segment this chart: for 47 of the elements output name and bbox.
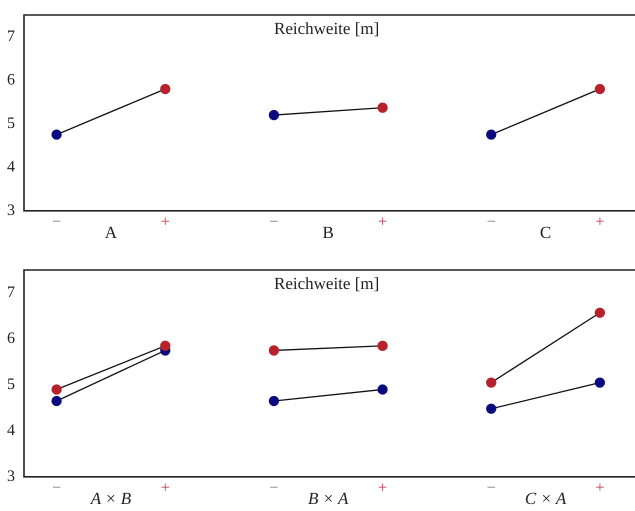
x-tick-label: + bbox=[160, 480, 170, 497]
point bbox=[486, 404, 496, 414]
text: B × A bbox=[308, 488, 350, 508]
x-tick-label: − bbox=[486, 214, 496, 231]
y-tick-label: 7 bbox=[7, 28, 15, 45]
y-tick-label: 3 bbox=[7, 468, 15, 486]
x-tick-label: + bbox=[378, 480, 388, 497]
chart-title: Reichweite [m] bbox=[274, 274, 380, 293]
point bbox=[268, 396, 280, 406]
point bbox=[594, 84, 606, 94]
x-tick-label: − bbox=[269, 480, 278, 497]
y-tick-label: 6 bbox=[7, 71, 15, 88]
point bbox=[594, 377, 606, 388]
text: B bbox=[322, 222, 334, 242]
y-tick-label: 6 bbox=[7, 330, 15, 348]
x-tick-label: − bbox=[52, 480, 62, 497]
point bbox=[160, 84, 170, 94]
point bbox=[51, 396, 62, 406]
x-tick-label: − bbox=[52, 214, 62, 231]
x-tick-label: + bbox=[378, 214, 388, 231]
chart-title: Reichweite [m] bbox=[274, 18, 380, 38]
point bbox=[377, 384, 388, 395]
x-tick-label: + bbox=[595, 480, 604, 497]
point bbox=[486, 130, 496, 140]
point bbox=[377, 340, 388, 351]
y-tick-label: 5 bbox=[7, 376, 15, 394]
x-tick-label: − bbox=[269, 214, 278, 231]
point bbox=[268, 110, 280, 120]
point bbox=[160, 340, 170, 351]
y-tick-label: 4 bbox=[7, 158, 15, 176]
text: C × A bbox=[524, 488, 567, 508]
point bbox=[377, 102, 388, 113]
point bbox=[486, 377, 496, 388]
text: A bbox=[104, 222, 118, 242]
text: A × B bbox=[90, 488, 132, 508]
point bbox=[51, 130, 62, 140]
y-tick-label: 5 bbox=[7, 114, 15, 132]
point bbox=[594, 308, 606, 318]
point bbox=[268, 345, 280, 356]
y-tick-label: 4 bbox=[7, 422, 15, 440]
x-tick-label: + bbox=[595, 214, 604, 231]
x-tick-label: − bbox=[486, 480, 496, 497]
y-tick-label: 7 bbox=[7, 284, 15, 302]
text: C bbox=[540, 222, 552, 242]
x-tick-label: + bbox=[160, 214, 170, 231]
y-tick-label: 3 bbox=[7, 202, 15, 220]
point bbox=[51, 384, 62, 395]
